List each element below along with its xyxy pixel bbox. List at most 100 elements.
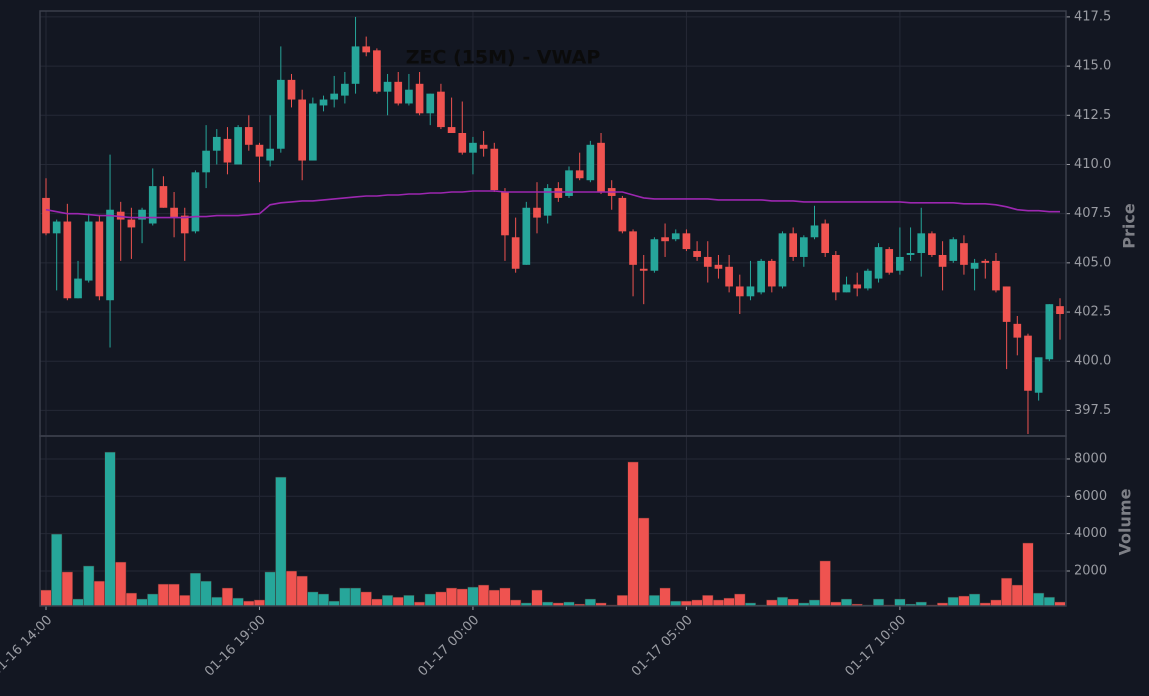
volume-bar	[200, 580, 212, 607]
candle-body	[949, 239, 958, 261]
y2-axis-label: Volume	[1116, 488, 1135, 555]
volume-bar	[819, 560, 831, 607]
candle-body	[629, 231, 637, 265]
volume-bar	[872, 598, 885, 607]
candle-body	[415, 83, 424, 114]
volume-bar	[947, 596, 959, 607]
candle-body	[319, 99, 328, 106]
volume-bar	[584, 598, 596, 607]
volume-bar	[787, 598, 799, 607]
candle-body	[789, 233, 798, 257]
volume-bar	[456, 588, 468, 607]
volume-bar	[958, 595, 970, 607]
candle-body	[746, 286, 755, 297]
x-tick-label: 01-17 00:00	[416, 613, 483, 680]
volume-bar	[648, 595, 660, 607]
y-tick-label: 400.0	[1074, 354, 1111, 369]
volume-bar	[723, 597, 735, 607]
candle-body	[565, 170, 573, 196]
candle-body	[586, 144, 595, 181]
candle-body	[276, 79, 285, 149]
candle-body	[928, 233, 936, 255]
volume-bar	[766, 599, 778, 607]
volume-bar	[125, 592, 137, 607]
candle-body	[52, 221, 61, 234]
candle-body	[810, 225, 819, 238]
candle-body	[180, 215, 189, 234]
volume-bar	[712, 599, 725, 607]
volume-bar	[232, 597, 244, 607]
volume-bar	[969, 593, 981, 607]
x-tick-label: 01-17 10:00	[842, 613, 909, 680]
volume-bar	[894, 598, 906, 607]
volume-bar	[40, 589, 52, 607]
candle-body	[1013, 323, 1022, 338]
volume-bar	[616, 595, 628, 607]
volume-bar	[840, 598, 853, 607]
candle-body	[725, 266, 733, 287]
candle-body	[543, 188, 552, 216]
candle-body	[522, 207, 531, 265]
y2-tick-label: 8000	[1074, 451, 1107, 466]
volume-bar	[51, 533, 63, 607]
candle-body	[757, 260, 765, 293]
volume-bar	[1022, 542, 1034, 607]
candle-body	[437, 91, 445, 128]
candle-body	[148, 186, 157, 224]
volume-bar	[275, 476, 287, 607]
y-tick-label: 415.0	[1074, 59, 1111, 74]
volume-bar	[446, 587, 458, 607]
chart-title: ZEC (15M) - VWAP	[406, 47, 601, 69]
y2-tick-label: 2000	[1074, 563, 1107, 578]
volume-bar	[168, 583, 180, 607]
candle-body	[864, 270, 872, 289]
candle-body	[447, 127, 456, 133]
volume-bar	[136, 598, 148, 607]
candle-body	[351, 46, 360, 84]
candle-body	[479, 144, 488, 149]
volume-bar	[253, 599, 266, 607]
candle-body	[970, 262, 979, 269]
y-tick-label: 417.5	[1074, 9, 1111, 24]
y-tick-label: 410.0	[1074, 157, 1111, 172]
candle-body	[671, 233, 680, 240]
y2-tick-label: 6000	[1074, 489, 1107, 504]
candle-body	[490, 148, 499, 191]
candle-body	[938, 254, 947, 267]
volume-bar	[211, 596, 223, 607]
volume-bar	[371, 598, 383, 607]
candle-body	[287, 79, 296, 100]
candle-body	[255, 144, 264, 157]
volume-bar	[1001, 577, 1013, 607]
candle-body	[853, 284, 862, 289]
candle-body	[501, 192, 509, 236]
candle-body	[298, 99, 307, 161]
candle-body	[842, 284, 851, 293]
candle-body	[1056, 306, 1064, 315]
candle-body	[341, 83, 349, 96]
candle-body	[373, 50, 381, 92]
volume-bar	[349, 587, 362, 607]
volume-bar	[488, 589, 500, 607]
candle-body	[597, 142, 605, 193]
candle-body	[1002, 286, 1011, 322]
volume-bar	[93, 580, 105, 607]
volume-bar	[638, 517, 650, 607]
y-tick-label: 412.5	[1074, 108, 1111, 123]
volume-bar	[381, 595, 394, 607]
y-tick-label: 402.5	[1074, 305, 1111, 320]
candle-body	[138, 209, 146, 220]
x-tick-label: 01-16 14:00	[0, 613, 55, 680]
volume-bar	[702, 595, 714, 607]
volume-bar	[392, 596, 404, 607]
candle-body	[362, 46, 371, 53]
candle-body	[799, 237, 808, 257]
volume-bar	[339, 587, 351, 607]
volume-bar	[1043, 596, 1055, 607]
candle-body	[906, 253, 915, 255]
volume-bar	[478, 584, 490, 607]
volume-bar	[307, 591, 319, 607]
volume-bar	[360, 591, 372, 607]
volume-bar	[157, 583, 169, 607]
volume-bar	[531, 589, 543, 607]
